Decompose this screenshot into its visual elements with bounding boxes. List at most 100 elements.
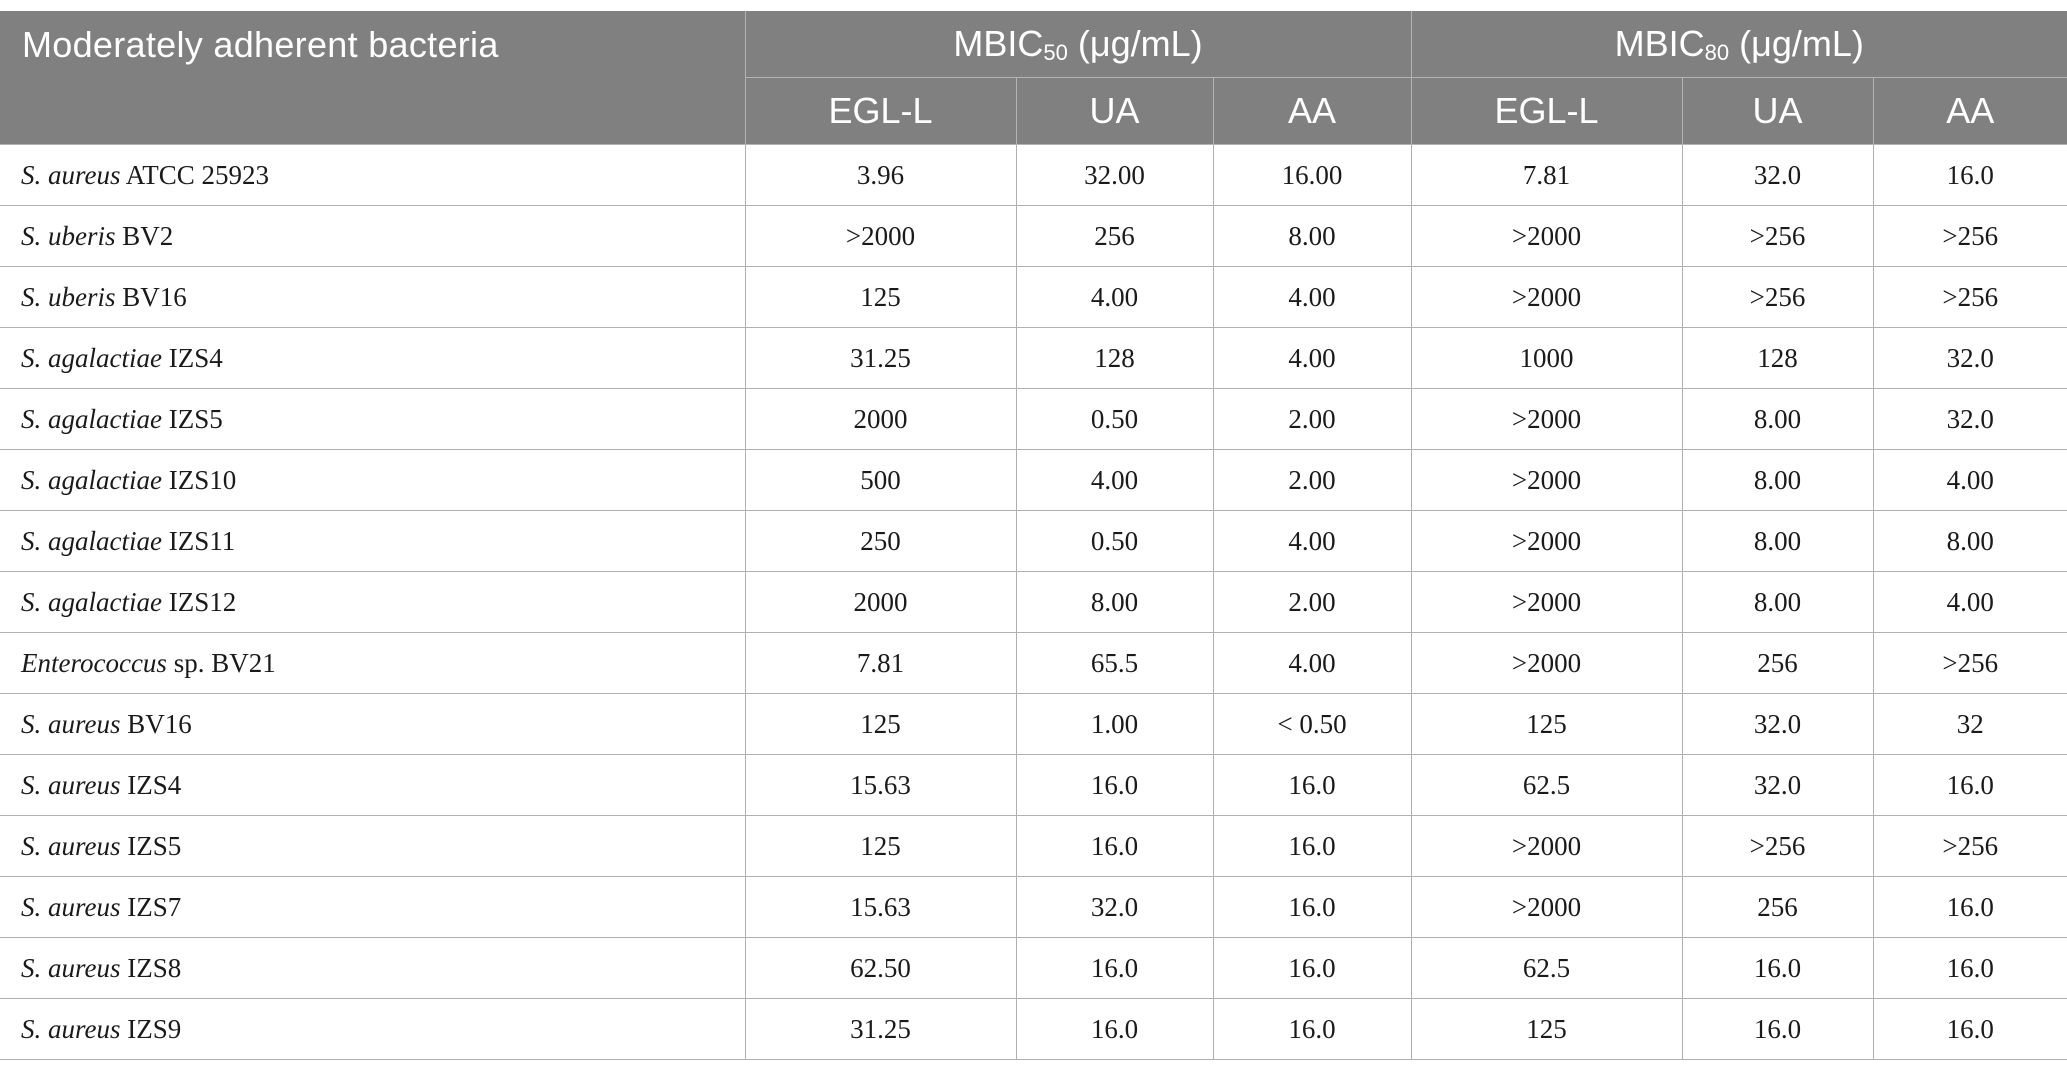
species-name: S. agalactiae bbox=[21, 342, 162, 373]
species-name: S. agalactiae bbox=[21, 464, 162, 495]
value-cell-mbic80-egl-l: >2000 bbox=[1411, 510, 1683, 572]
value-cell-mbic50-aa: 2.00 bbox=[1213, 449, 1412, 511]
value-cell-mbic50-ua: 32.0 bbox=[1016, 876, 1214, 938]
value-cell-mbic80-egl-l: 7.81 bbox=[1411, 144, 1683, 206]
value-cell-mbic80-egl-l: >2000 bbox=[1411, 449, 1683, 511]
strain-id: IZS5 bbox=[120, 830, 182, 861]
table-row: S. aureus IZS8 62.50 16.0 16.0 62.5 16.0 16.0 bbox=[0, 937, 2067, 999]
table-row: S. agalactiae IZS12 2000 8.00 2.00 >2000 8.00… bbox=[0, 571, 2067, 633]
group-header-mbic80-subscript: 80 bbox=[1704, 40, 1730, 65]
value-cell-mbic50-aa: 16.00 bbox=[1213, 144, 1412, 206]
group-header-mbic50: MBIC50 (μg/mL) bbox=[745, 11, 1412, 78]
table-header: Moderately adherent bacteria MBIC50 (μg/… bbox=[0, 11, 2067, 145]
value-cell-mbic80-ua: 8.00 bbox=[1682, 388, 1874, 450]
table-row: S. agalactiae IZS5 2000 0.50 2.00 >2000 8.00 3… bbox=[0, 388, 2067, 450]
row-label-header: Moderately adherent bacteria bbox=[0, 11, 746, 145]
bacteria-name-cell: S. aureus IZS7 bbox=[0, 876, 746, 938]
species-name: S. uberis bbox=[21, 220, 116, 251]
bacteria-name-cell: S. agalactiae IZS4 bbox=[0, 327, 746, 389]
value-cell-mbic50-ua: 16.0 bbox=[1016, 998, 1214, 1060]
value-cell-mbic80-egl-l: 62.5 bbox=[1411, 937, 1683, 999]
value-cell-mbic50-aa: 2.00 bbox=[1213, 388, 1412, 450]
value-cell-mbic50-aa: 2.00 bbox=[1213, 571, 1412, 633]
bacteria-name-cell: S. aureus IZS4 bbox=[0, 754, 746, 816]
value-cell-mbic50-ua: 4.00 bbox=[1016, 266, 1214, 328]
bacteria-name-cell: S. aureus IZS9 bbox=[0, 998, 746, 1060]
strain-id: ATCC 25923 bbox=[120, 159, 270, 190]
value-cell-mbic80-aa: 16.0 bbox=[1873, 754, 2067, 816]
value-cell-mbic80-egl-l: 125 bbox=[1411, 693, 1683, 755]
species-name: S. agalactiae bbox=[21, 403, 162, 434]
bacteria-name-cell: S. uberis BV2 bbox=[0, 205, 746, 267]
value-cell-mbic50-egl-l: 125 bbox=[745, 693, 1017, 755]
value-cell-mbic50-ua: 16.0 bbox=[1016, 815, 1214, 877]
bacteria-name-cell: S. aureus IZS8 bbox=[0, 937, 746, 999]
value-cell-mbic50-egl-l: 2000 bbox=[745, 388, 1017, 450]
value-cell-mbic50-aa: 4.00 bbox=[1213, 266, 1412, 328]
strain-id: IZS11 bbox=[161, 525, 236, 556]
value-cell-mbic80-aa: 16.0 bbox=[1873, 876, 2067, 938]
table-row: S. agalactiae IZS11 250 0.50 4.00 >2000 8.00 8… bbox=[0, 510, 2067, 572]
value-cell-mbic80-egl-l: 1000 bbox=[1411, 327, 1683, 389]
value-cell-mbic50-egl-l: 15.63 bbox=[745, 754, 1017, 816]
value-cell-mbic80-egl-l: >2000 bbox=[1411, 632, 1683, 694]
value-cell-mbic50-egl-l: 125 bbox=[745, 815, 1017, 877]
value-cell-mbic80-egl-l: 62.5 bbox=[1411, 754, 1683, 816]
strain-id: IZS7 bbox=[120, 891, 182, 922]
value-cell-mbic50-egl-l: 500 bbox=[745, 449, 1017, 511]
table-row: S. aureus IZS7 15.63 32.0 16.0 >2000 256 16.0 bbox=[0, 876, 2067, 938]
value-cell-mbic50-aa: 16.0 bbox=[1213, 754, 1412, 816]
bacteria-name-cell: Enterococcus sp. BV21 bbox=[0, 632, 746, 694]
table-row: S. uberis BV16 125 4.00 4.00 >2000 >256 >256 bbox=[0, 266, 2067, 328]
species-name: S. aureus bbox=[21, 891, 121, 922]
value-cell-mbic50-aa: 4.00 bbox=[1213, 327, 1412, 389]
value-cell-mbic50-egl-l: 3.96 bbox=[745, 144, 1017, 206]
value-cell-mbic80-aa: 4.00 bbox=[1873, 449, 2067, 511]
value-cell-mbic80-ua: 256 bbox=[1682, 876, 1874, 938]
value-cell-mbic50-aa: 16.0 bbox=[1213, 937, 1412, 999]
table-row: S. aureus ATCC 25923 3.96 32.00 16.00 7.81 32… bbox=[0, 144, 2067, 206]
value-cell-mbic80-aa: >256 bbox=[1873, 266, 2067, 328]
value-cell-mbic50-aa: 16.0 bbox=[1213, 998, 1412, 1060]
value-cell-mbic80-ua: 16.0 bbox=[1682, 998, 1874, 1060]
group-header-mbic80-base: MBIC bbox=[1614, 23, 1705, 64]
bacteria-name-cell: S. aureus ATCC 25923 bbox=[0, 144, 746, 206]
strain-id: BV16 bbox=[115, 281, 187, 312]
table-row: S. agalactiae IZS10 500 4.00 2.00 >2000 8.00 4… bbox=[0, 449, 2067, 511]
table-row: S. uberis BV2 >2000 256 8.00 >2000 >256 >256 bbox=[0, 205, 2067, 267]
value-cell-mbic80-aa: 32.0 bbox=[1873, 327, 2067, 389]
value-cell-mbic50-egl-l: 7.81 bbox=[745, 632, 1017, 694]
strain-id: IZS4 bbox=[161, 342, 223, 373]
strain-id: IZS4 bbox=[120, 769, 182, 800]
value-cell-mbic80-ua: 128 bbox=[1682, 327, 1874, 389]
value-cell-mbic80-egl-l: >2000 bbox=[1411, 815, 1683, 877]
value-cell-mbic80-ua: 32.0 bbox=[1682, 693, 1874, 755]
value-cell-mbic80-egl-l: >2000 bbox=[1411, 571, 1683, 633]
value-cell-mbic50-egl-l: 125 bbox=[745, 266, 1017, 328]
table-row: S. aureus BV16 125 1.00 < 0.50 125 32.0 32 bbox=[0, 693, 2067, 755]
species-name: S. uberis bbox=[21, 281, 116, 312]
group-header-mbic80: MBIC80 (μg/mL) bbox=[1411, 11, 2067, 78]
value-cell-mbic50-ua: 1.00 bbox=[1016, 693, 1214, 755]
table-row: S. aureus IZS4 15.63 16.0 16.0 62.5 32.0 16.0 bbox=[0, 754, 2067, 816]
value-cell-mbic80-ua: 8.00 bbox=[1682, 510, 1874, 572]
value-cell-mbic80-aa: >256 bbox=[1873, 815, 2067, 877]
strain-id: IZS12 bbox=[161, 586, 237, 617]
subheader-mbic50-ua: UA bbox=[1016, 77, 1214, 145]
strain-id: IZS5 bbox=[161, 403, 223, 434]
species-name: S. aureus bbox=[21, 159, 121, 190]
mbic-table-container: Moderately adherent bacteria MBIC50 (μg/… bbox=[0, 11, 2067, 1060]
strain-id: IZS10 bbox=[161, 464, 237, 495]
subheader-mbic50-egl-l: EGL-L bbox=[745, 77, 1017, 145]
value-cell-mbic80-egl-l: >2000 bbox=[1411, 266, 1683, 328]
species-name: S. agalactiae bbox=[21, 586, 162, 617]
group-header-mbic80-unit: (μg/mL) bbox=[1729, 23, 1864, 64]
value-cell-mbic50-aa: < 0.50 bbox=[1213, 693, 1412, 755]
species-name: S. agalactiae bbox=[21, 525, 162, 556]
value-cell-mbic80-egl-l: 125 bbox=[1411, 998, 1683, 1060]
value-cell-mbic80-aa: 8.00 bbox=[1873, 510, 2067, 572]
value-cell-mbic80-egl-l: >2000 bbox=[1411, 388, 1683, 450]
bacteria-name-cell: S. uberis BV16 bbox=[0, 266, 746, 328]
value-cell-mbic80-aa: >256 bbox=[1873, 205, 2067, 267]
bacteria-name-cell: S. agalactiae IZS5 bbox=[0, 388, 746, 450]
